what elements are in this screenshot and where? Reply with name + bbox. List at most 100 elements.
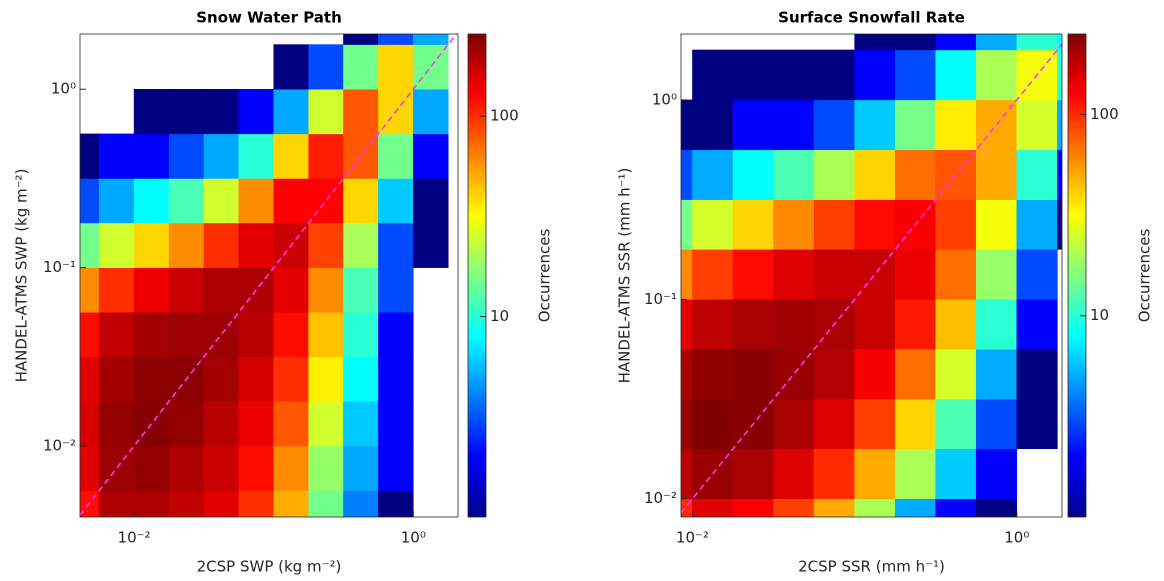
heatmap-cell (854, 149, 896, 200)
heatmap-cell (80, 356, 100, 402)
heatmap-cell (343, 356, 379, 402)
heatmap-cell (773, 299, 815, 350)
y-tick-label: 10⁰ (51, 80, 76, 98)
x-tick-label: 10⁰ (1004, 529, 1029, 547)
heatmap-cell (732, 49, 774, 101)
one-to-one-line (80, 34, 458, 516)
heatmap-cell (238, 133, 274, 179)
heatmap-cell (854, 34, 896, 51)
heatmap-cell (168, 178, 205, 224)
heatmap-cell (378, 133, 414, 179)
heatmap-cell (343, 44, 379, 90)
heatmap-cell (238, 178, 274, 224)
heatmap-cell (343, 88, 379, 135)
heatmap-cell (133, 267, 170, 313)
heatmap-cell (681, 348, 693, 400)
heatmap-cell (378, 178, 414, 224)
heatmap-cell (203, 178, 239, 224)
colorbar (1067, 33, 1087, 518)
heatmap-cell (378, 222, 414, 268)
chart-title: Snow Water Path (196, 9, 342, 27)
heatmap-cell (894, 149, 936, 200)
heatmap-cell (975, 249, 1018, 300)
heatmap-cell (1016, 149, 1058, 200)
heatmap-cell (894, 99, 936, 151)
chart-title: Surface Snowfall Rate (778, 9, 965, 27)
heatmap-cell (773, 398, 815, 450)
heatmap-cell (681, 498, 693, 517)
colorbar (467, 33, 487, 518)
heatmap-cell (773, 498, 815, 517)
x-tick-label: 10⁻² (676, 529, 709, 547)
heatmap-cell (238, 401, 274, 447)
heatmap-cell (813, 249, 855, 300)
heatmap-cell (203, 267, 239, 313)
heatmap-cell (238, 88, 274, 135)
heatmap-cell (133, 356, 170, 402)
heatmap-cell (773, 49, 815, 101)
heatmap-cell (894, 49, 936, 101)
heatmap-cell (1057, 149, 1062, 200)
heatmap-cell (854, 348, 896, 400)
heatmap-cell (935, 498, 977, 517)
y-axis-label: HANDEL-ATMS SWP (kg m⁻²) (13, 169, 31, 383)
heatmap-cell (168, 267, 205, 313)
heatmap-cell (413, 34, 449, 45)
heatmap-cell (343, 401, 379, 447)
heatmap-cell (975, 448, 1018, 499)
heatmap-cell (98, 133, 135, 179)
heatmap-cell (203, 222, 239, 268)
heatmap-cell (168, 490, 205, 517)
heatmap-cell (413, 222, 449, 268)
heatmap-cell (273, 267, 309, 313)
y-tick-label: 10⁰ (652, 90, 677, 108)
heatmap-cell (238, 356, 274, 402)
heatmap-cell (732, 299, 774, 350)
heatmap-cell (378, 267, 414, 313)
heatmap-cell (854, 448, 896, 499)
heatmap-cell (681, 149, 693, 200)
heatmap-cell (98, 267, 135, 313)
heatmap-cell (813, 149, 855, 200)
heatmap-cell (894, 348, 936, 400)
heatmap-cell (343, 222, 379, 268)
heatmap-cell (732, 99, 774, 151)
heatmap-cell (813, 348, 855, 400)
heatmap-cell (343, 178, 379, 224)
heatmap-cell (894, 398, 936, 450)
heatmap-cell (681, 398, 693, 450)
heatmap-cell (894, 448, 936, 499)
heatmap-cell (378, 445, 414, 491)
heatmap-cell (975, 299, 1018, 350)
heatmap-cell (935, 49, 977, 101)
heatmap-cell (203, 133, 239, 179)
heatmap-cell (773, 249, 815, 300)
heatmap-cell (238, 445, 274, 491)
heatmap-cell (203, 490, 239, 517)
heatmap-cell (80, 133, 100, 179)
colorbar-label: Occurrences (536, 229, 554, 323)
heatmap-cell (133, 133, 170, 179)
heatmap-cell (273, 490, 309, 517)
heatmap-cell (343, 267, 379, 313)
heatmap-cell (98, 401, 135, 447)
y-tick-label: 10⁻² (43, 437, 76, 455)
heatmap-cell (168, 445, 205, 491)
heatmap-cell (975, 34, 1018, 51)
heatmap-cell (203, 356, 239, 402)
heatmap-cell (203, 88, 239, 135)
heatmap-cell (308, 88, 344, 135)
colorbar-tick-label: 100 (490, 107, 519, 125)
plot-frame (79, 33, 459, 518)
x-axis-label: 2CSP SWP (kg m⁻²) (197, 558, 342, 576)
x-tick-label: 10⁰ (401, 529, 426, 547)
heatmap-cell (975, 348, 1018, 400)
heatmap-cell (975, 49, 1018, 101)
heatmap-cell (732, 149, 774, 200)
heatmap-cell (813, 398, 855, 450)
heatmap-cell (98, 222, 135, 268)
heatmap-cell (732, 348, 774, 400)
heatmap-cell (98, 312, 135, 358)
heatmap-cell (935, 34, 977, 51)
